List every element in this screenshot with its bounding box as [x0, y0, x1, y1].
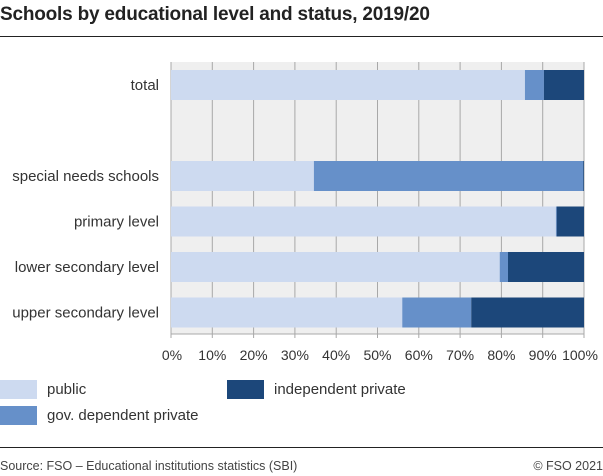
category-label: special needs schools: [12, 168, 159, 185]
legend-swatch-gov-dependent-private: [0, 406, 37, 425]
bar-segment-public: [171, 297, 403, 328]
source-note: Source: FSO – Educational institutions s…: [0, 459, 298, 473]
x-tick-label: 40%: [322, 347, 350, 363]
bar-segment-public: [171, 70, 525, 100]
title-divider: [0, 36, 603, 37]
x-tick-label: 60%: [405, 347, 433, 363]
legend-swatch-independent-private: [227, 380, 264, 399]
copyright: © FSO 2021: [533, 459, 603, 473]
bar-segment-independent-private: [543, 70, 584, 100]
x-tick-label: 10%: [198, 347, 226, 363]
bar-segment-independent-private: [508, 252, 584, 282]
x-tick-label: 80%: [487, 347, 515, 363]
x-tick-label: 0%: [162, 347, 182, 363]
bar-segment-independent-private: [583, 161, 584, 191]
category-label: lower secondary level: [15, 259, 159, 276]
x-tick-label: 30%: [281, 347, 309, 363]
legend-item-gov-dependent-private: gov. dependent private: [0, 406, 199, 425]
bar-segment-independent-private: [556, 206, 584, 237]
bar-segment-public: [171, 206, 556, 237]
bar-segment-public: [171, 161, 314, 191]
chart-title: Schools by educational level and status,…: [0, 4, 430, 25]
category-label: total: [131, 77, 159, 94]
legend-label-independent-private: independent private: [274, 381, 406, 398]
bar-segment-gov-dependent-private: [555, 206, 557, 237]
bar-segment-gov-dependent-private: [402, 297, 472, 328]
bar-segment-independent-private: [471, 297, 584, 328]
legend-label-public: public: [47, 381, 87, 398]
legend-item-public: public: [0, 380, 86, 399]
footer-divider: [0, 447, 603, 448]
x-tick-label: 100%: [562, 347, 598, 363]
bar-segment-gov-dependent-private: [499, 252, 509, 282]
bar-segment-public: [171, 252, 500, 282]
bar-chart: 0% 10% 20% 30% 40% 50% 60% 70% 80% 90% 100% total sp…: [12, 62, 598, 363]
legend-swatch-public: [0, 380, 37, 399]
legend-label-gov-dependent-private: gov. dependent private: [47, 407, 199, 424]
bar-segment-gov-dependent-private: [313, 161, 584, 191]
bar-segment-gov-dependent-private: [524, 70, 544, 100]
x-tick-label: 70%: [446, 347, 474, 363]
x-tick-label: 50%: [363, 347, 391, 363]
legend-item-independent-private: independent private: [227, 380, 406, 399]
x-tick-label: 20%: [240, 347, 268, 363]
category-label: primary level: [74, 214, 159, 231]
x-tick-label: 90%: [529, 347, 557, 363]
category-label: upper secondary level: [12, 305, 159, 322]
